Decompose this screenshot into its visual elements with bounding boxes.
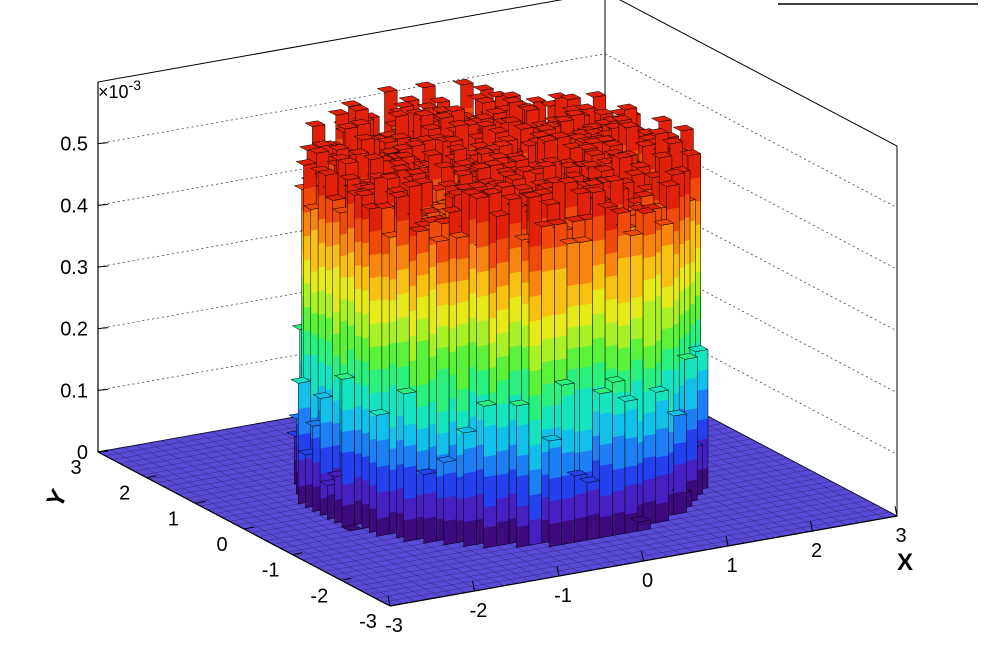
- z-gridline: [97, 176, 898, 332]
- z-gridline: [97, 114, 898, 270]
- bar-top: [304, 120, 326, 128]
- bar-top: [290, 377, 312, 384]
- bar-top: [327, 109, 350, 116]
- floor-gridline: [360, 500, 868, 591]
- bar-side-face: [308, 159, 317, 187]
- z-gridline: [97, 238, 898, 394]
- floor-gridline: [382, 511, 890, 603]
- z-gridline: [97, 299, 898, 455]
- z-gridline: [97, 53, 898, 209]
- bar-top: [340, 100, 362, 107]
- floor-gridline: [375, 508, 883, 599]
- floor-gridline: [353, 496, 861, 587]
- bars: [286, 78, 709, 549]
- floor-gridline: [368, 504, 876, 595]
- bar-top: [295, 159, 317, 166]
- bar-top: [311, 140, 334, 148]
- bar-top: [308, 146, 330, 154]
